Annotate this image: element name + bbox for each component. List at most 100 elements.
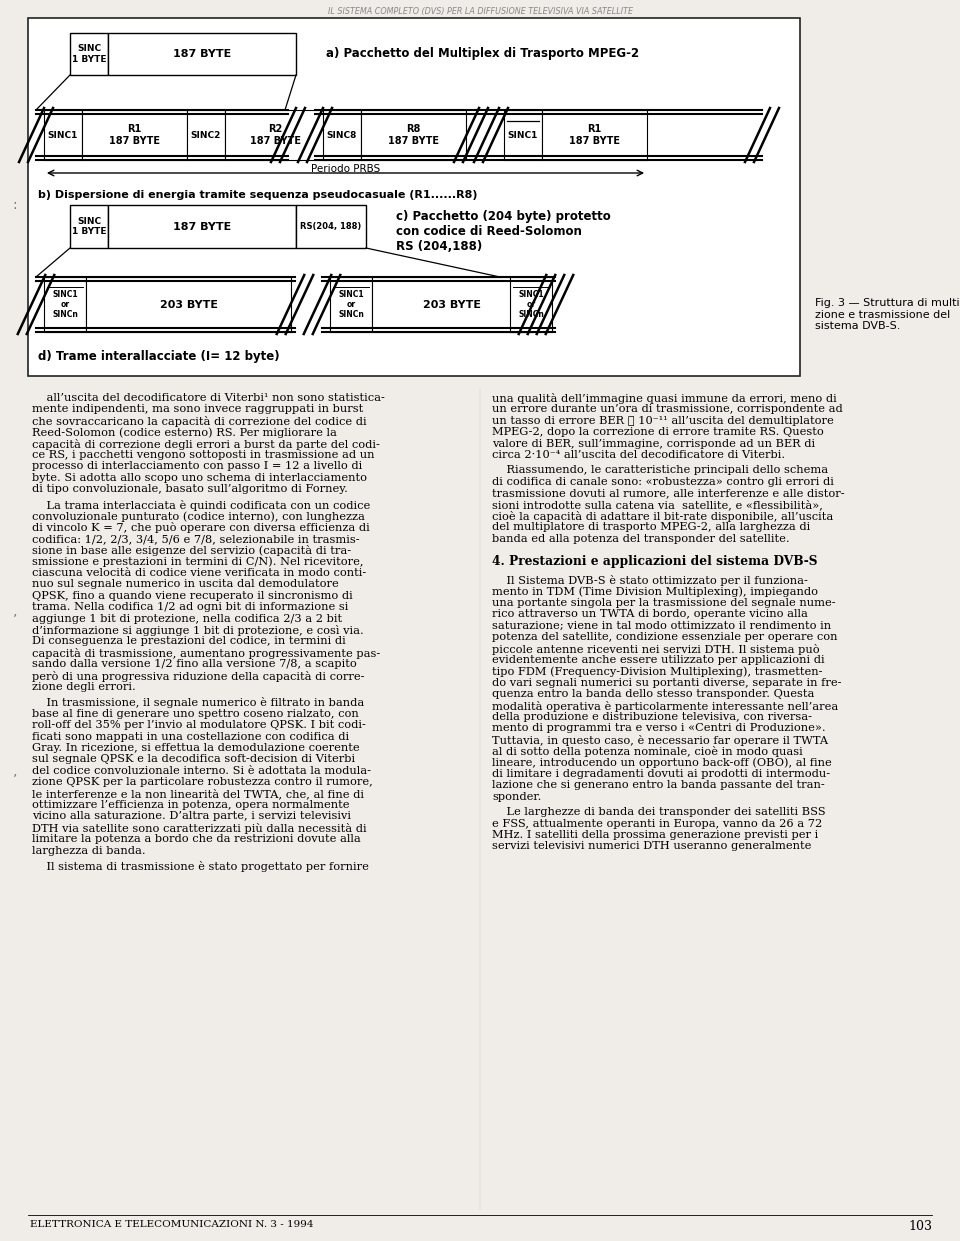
Text: di codifica di canale sono: «robustezza» contro gli errori di: di codifica di canale sono: «robustezza»… <box>492 477 834 486</box>
Text: 187 BYTE: 187 BYTE <box>173 221 231 232</box>
Text: mento di programmi tra e verso i «Centri di Produzione».: mento di programmi tra e verso i «Centri… <box>492 724 826 733</box>
Text: Tuttavia, in questo caso, è necessario far operare il TWTA: Tuttavia, in questo caso, è necessario f… <box>492 735 828 746</box>
Text: DTH via satellite sono caratterizzati più dalla necessità di: DTH via satellite sono caratterizzati pi… <box>32 823 367 834</box>
Text: La trama interlacciata è quindi codificata con un codice: La trama interlacciata è quindi codifica… <box>32 500 371 510</box>
Bar <box>70 34 108 74</box>
Text: capacità di trasmissione, aumentano progressivamente pas-: capacità di trasmissione, aumentano prog… <box>32 648 380 659</box>
Text: che sovraccaricano la capacità di correzione del codice di: che sovraccaricano la capacità di correz… <box>32 416 367 427</box>
Text: base al fine di generare uno spettro coseno rialzato, con: base al fine di generare uno spettro cos… <box>32 709 359 719</box>
Text: a) Pacchetto del Multiplex di Trasporto MPEG-2: a) Pacchetto del Multiplex di Trasporto … <box>326 47 639 61</box>
Text: sul segnale QPSK e la decodifica soft-decision di Viterbi: sul segnale QPSK e la decodifica soft-de… <box>32 755 355 764</box>
Text: sioni introdotte sulla catena via  satellite, e «flessibilità»,: sioni introdotte sulla catena via satell… <box>492 500 823 510</box>
Bar <box>108 205 296 248</box>
Text: R1
187 BYTE: R1 187 BYTE <box>109 124 160 145</box>
Text: SINC1: SINC1 <box>48 130 78 139</box>
Text: 103: 103 <box>908 1220 932 1234</box>
Text: R2
187 BYTE: R2 187 BYTE <box>250 124 300 145</box>
Text: sione in base alle esigenze del servizio (capacità di tra-: sione in base alle esigenze del servizio… <box>32 545 351 556</box>
Bar <box>28 19 800 376</box>
Text: al di sotto della potenza nominale, cioè in modo quasi: al di sotto della potenza nominale, cioè… <box>492 746 803 757</box>
Text: Gray. In ricezione, si effettua la demodulazione coerente: Gray. In ricezione, si effettua la demod… <box>32 743 360 753</box>
Bar <box>82 110 187 160</box>
Bar <box>187 110 225 160</box>
Text: limitare la potenza a bordo che da restrizioni dovute alla: limitare la potenza a bordo che da restr… <box>32 834 361 844</box>
Text: MHz. I satelliti della prossima generazione previsti per i: MHz. I satelliti della prossima generazi… <box>492 830 818 840</box>
Text: modalità operativa è particolarmente interessante nell’area: modalità operativa è particolarmente int… <box>492 701 838 711</box>
Text: QPSK, fino a quando viene recuperato il sincronismo di: QPSK, fino a quando viene recuperato il … <box>32 591 352 601</box>
Bar <box>296 205 366 248</box>
Text: Le larghezze di banda dei transponder dei satelliti BSS: Le larghezze di banda dei transponder de… <box>492 807 826 818</box>
Text: sando dalla versione 1/2 fino alla versione 7/8, a scapito: sando dalla versione 1/2 fino alla versi… <box>32 659 357 669</box>
Text: SINC1: SINC1 <box>508 130 539 139</box>
Text: della produzione e distribuzione televisiva, con riversa-: della produzione e distribuzione televis… <box>492 712 812 722</box>
Text: una qualità dell’immagine quasi immune da errori, meno di: una qualità dell’immagine quasi immune d… <box>492 393 837 405</box>
Text: mente indipendenti, ma sono invece raggruppati in burst: mente indipendenti, ma sono invece raggr… <box>32 405 363 414</box>
Text: smissione e prestazioni in termini di C/N). Nel ricevitore,: smissione e prestazioni in termini di C/… <box>32 557 364 567</box>
Text: le interferenze e la non linearità del TWTA, che, al fine di: le interferenze e la non linearità del T… <box>32 788 364 799</box>
Text: piccole antenne riceventi nei servizi DTH. Il sistema può: piccole antenne riceventi nei servizi DT… <box>492 644 820 654</box>
Bar <box>44 110 82 160</box>
Bar <box>510 277 552 333</box>
Text: e FSS, attualmente operanti in Europa, vanno da 26 a 72: e FSS, attualmente operanti in Europa, v… <box>492 819 823 829</box>
Text: lazione che si generano entro la banda passante del tran-: lazione che si generano entro la banda p… <box>492 781 825 791</box>
Text: R8
187 BYTE: R8 187 BYTE <box>388 124 439 145</box>
Bar <box>542 110 647 160</box>
Text: una portante singola per la trasmissione del segnale nume-: una portante singola per la trasmissione… <box>492 598 835 608</box>
Text: lineare, introducendo un opportuno back-off (OBO), al fine: lineare, introducendo un opportuno back-… <box>492 757 831 768</box>
Bar <box>86 277 291 333</box>
Text: Il Sistema DVB-S è stato ottimizzato per il funziona-: Il Sistema DVB-S è stato ottimizzato per… <box>492 575 808 586</box>
Text: 4. Prestazioni e applicazioni del sistema DVB-S: 4. Prestazioni e applicazioni del sistem… <box>492 555 818 568</box>
Text: circa 2·10⁻⁴ all’uscita del decodificatore di Viterbi.: circa 2·10⁻⁴ all’uscita del decodificato… <box>492 450 785 460</box>
Bar <box>330 277 372 333</box>
Text: ficati sono mappati in una costellazione con codifica di: ficati sono mappati in una costellazione… <box>32 732 349 742</box>
Text: b) Dispersione di energia tramite sequenza pseudocasuale (R1......R8): b) Dispersione di energia tramite sequen… <box>38 190 477 200</box>
Text: convoluzionale punturato (codice interno), con lunghezza: convoluzionale punturato (codice interno… <box>32 511 365 521</box>
Text: larghezza di banda.: larghezza di banda. <box>32 845 146 855</box>
Text: SINC8: SINC8 <box>326 130 357 139</box>
Text: c) Pacchetto (204 byte) protetto
con codice di Reed-Solomon
RS (204,188): c) Pacchetto (204 byte) protetto con cod… <box>396 210 611 253</box>
Text: ELETTRONICA E TELECOMUNICAZIONI N. 3 - 1994: ELETTRONICA E TELECOMUNICAZIONI N. 3 - 1… <box>30 1220 314 1229</box>
Text: byte. Si adotta allo scopo uno schema di interlacciamento: byte. Si adotta allo scopo uno schema di… <box>32 473 367 483</box>
Bar <box>108 34 296 74</box>
Text: nuo sul segnale numerico in uscita dal demodulatore: nuo sul segnale numerico in uscita dal d… <box>32 580 339 589</box>
Text: SINC1
or
SINCn: SINC1 or SINCn <box>52 289 78 319</box>
Text: IL SISTEMA COMPLETO (DVS) PER LA DIFFUSIONE TELEVISIVA VIA SATELLITE: IL SISTEMA COMPLETO (DVS) PER LA DIFFUSI… <box>327 7 633 16</box>
Text: ’: ’ <box>12 613 17 627</box>
Text: d) Trame interallacciate (I= 12 byte): d) Trame interallacciate (I= 12 byte) <box>38 350 279 364</box>
Text: Il sistema di trasmissione è stato progettato per fornire: Il sistema di trasmissione è stato proge… <box>32 861 369 872</box>
Text: MPEG-2, dopo la correzione di errore tramite RS. Questo: MPEG-2, dopo la correzione di errore tra… <box>492 427 824 437</box>
Text: 203 BYTE: 203 BYTE <box>159 299 218 309</box>
Text: 187 BYTE: 187 BYTE <box>173 48 231 60</box>
Text: evidentemente anche essere utilizzato per applicazioni di: evidentemente anche essere utilizzato pe… <box>492 655 825 665</box>
Text: banda ed alla potenza del transponder del satellite.: banda ed alla potenza del transponder de… <box>492 534 790 544</box>
Bar <box>225 110 325 160</box>
Text: SINC
1 BYTE: SINC 1 BYTE <box>72 217 107 236</box>
Text: SINC1
or
SINCn: SINC1 or SINCn <box>518 289 544 319</box>
Text: del multiplatore di trasporto MPEG-2, alla larghezza di: del multiplatore di trasporto MPEG-2, al… <box>492 522 810 532</box>
Bar <box>323 110 361 160</box>
Text: del codice convoluzionale interno. Si è adottata la modula-: del codice convoluzionale interno. Si è … <box>32 766 371 776</box>
Text: d’informazione si aggiunge 1 bit di protezione, e così via.: d’informazione si aggiunge 1 bit di prot… <box>32 625 364 635</box>
Text: cioè la capacità di adattare il bit-rate disponibile, all’uscita: cioè la capacità di adattare il bit-rate… <box>492 511 833 522</box>
Bar <box>504 110 542 160</box>
Text: Fig. 3 — Struttura di multipla-
zione e trasmissione del
sistema DVB-S.: Fig. 3 — Struttura di multipla- zione e … <box>815 298 960 331</box>
Bar <box>44 277 86 333</box>
Text: un errore durante un’ora di trasmissione, corrispondente ad: un errore durante un’ora di trasmissione… <box>492 405 843 414</box>
Text: trasmissione dovuti al rumore, alle interferenze e alle distor-: trasmissione dovuti al rumore, alle inte… <box>492 488 845 498</box>
Bar <box>70 205 108 248</box>
Text: all’uscita del decodificatore di Viterbi¹ non sono statistica-: all’uscita del decodificatore di Viterbi… <box>32 393 385 403</box>
Text: quenza entro la banda dello stesso transponder. Questa: quenza entro la banda dello stesso trans… <box>492 689 814 699</box>
Text: zione degli errori.: zione degli errori. <box>32 683 135 692</box>
Text: valore di BER, sull’immagine, corrisponde ad un BER di: valore di BER, sull’immagine, corrispond… <box>492 438 815 448</box>
Text: 203 BYTE: 203 BYTE <box>423 299 481 309</box>
Bar <box>361 110 466 160</box>
Text: SINC2: SINC2 <box>191 130 221 139</box>
Text: vicino alla saturazione. D’altra parte, i servizi televisivi: vicino alla saturazione. D’altra parte, … <box>32 812 351 822</box>
Text: Reed-Solomon (codice esterno) RS. Per migliorare la: Reed-Solomon (codice esterno) RS. Per mi… <box>32 427 337 438</box>
Text: rico attraverso un TWTA di bordo, operante vicino alla: rico attraverso un TWTA di bordo, operan… <box>492 609 808 619</box>
Text: roll-off del 35% per l’invio al modulatore QPSK. I bit codi-: roll-off del 35% per l’invio al modulato… <box>32 720 366 730</box>
Text: In trasmissione, il segnale numerico è filtrato in banda: In trasmissione, il segnale numerico è f… <box>32 697 364 709</box>
Text: aggiunge 1 bit di protezione, nella codifica 2/3 a 2 bit: aggiunge 1 bit di protezione, nella codi… <box>32 613 342 623</box>
Text: però di una progressiva riduzione della capacità di corre-: però di una progressiva riduzione della … <box>32 670 365 681</box>
Text: Di conseguenza le prestazioni del codice, in termini di: Di conseguenza le prestazioni del codice… <box>32 637 346 647</box>
